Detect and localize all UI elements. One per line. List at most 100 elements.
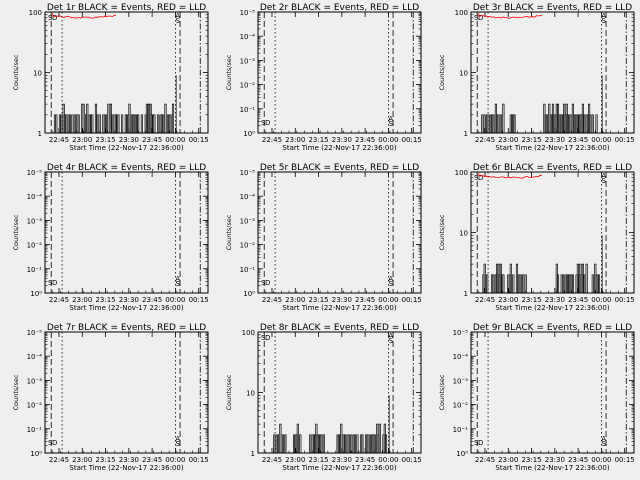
x-axis-label: Start Time (22-Nov-17 22:36:00) — [69, 464, 183, 472]
x-axis-label: Start Time (22-Nov-17 22:36:00) — [282, 304, 396, 312]
y-axis-label: Counts/sec — [12, 214, 20, 250]
panel-title: Det 9r BLACK = Events, RED = LLD — [473, 323, 632, 333]
x-tick-label: 23:15 — [521, 136, 541, 144]
x-tick-label: 00:15 — [402, 456, 422, 464]
x-axis-label: Start Time (22-Nov-17 22:36:00) — [495, 304, 609, 312]
attenuator-mark: A — [175, 435, 180, 443]
x-tick-label: 00:15 — [402, 296, 422, 304]
y-tick-label: 10⁻¹ — [27, 426, 43, 434]
x-tick-label: 22:45 — [475, 296, 495, 304]
saa-mark: S — [176, 440, 181, 448]
x-axis-label: Start Time (22-Nov-17 22:36:00) — [282, 144, 396, 152]
x-tick-label: 00:00 — [165, 456, 185, 464]
y-tick-label: 10⁻¹ — [240, 106, 256, 114]
y-tick-label: 10⁻¹ — [453, 426, 469, 434]
saa-mark: S — [389, 120, 394, 128]
x-tick-label: 00:00 — [591, 456, 611, 464]
x-tick-label: 23:15 — [521, 456, 541, 464]
panel-det-4: Det 4r BLACK = Events, RED = LLD 10⁰ 10⁻¹ 1… — [12, 163, 209, 312]
x-tick-label: 22:45 — [262, 456, 282, 464]
saa-mark: S — [389, 280, 394, 288]
saa-mark: S — [261, 119, 266, 127]
x-axis-label: Start Time (22-Nov-17 22:36:00) — [282, 464, 396, 472]
attenuator-mark: A — [175, 275, 180, 283]
saa-mark: S — [602, 177, 607, 185]
x-tick-label: 23:30 — [332, 296, 352, 304]
y-tick-label: 100 — [29, 9, 42, 17]
saa-mark: S — [261, 279, 266, 287]
x-tick-label: 22:45 — [475, 136, 495, 144]
lld-trace — [52, 12, 117, 19]
saa-mark: S — [389, 337, 394, 345]
x-tick-label: 23:30 — [119, 136, 139, 144]
y-tick-label: 1 — [38, 130, 42, 138]
x-tick-label: 23:15 — [308, 136, 328, 144]
x-tick-label: 23:00 — [285, 456, 305, 464]
lld-trace — [478, 172, 543, 179]
plot-frame — [470, 331, 635, 454]
attenuator-mark: A — [601, 435, 606, 443]
panel-det-7: Det 7r BLACK = Events, RED = LLD 10⁰ 10⁻¹ 1… — [12, 323, 209, 472]
y-axis-label: Counts/sec — [438, 374, 446, 410]
y-tick-label: 10⁻³ — [240, 217, 256, 225]
events-trace — [53, 75, 177, 134]
panel-title: Det 3r BLACK = Events, RED = LLD — [473, 3, 632, 13]
x-tick-label: 23:45 — [142, 136, 162, 144]
y-tick-label: 10⁻⁵ — [240, 9, 256, 17]
y-axis-label: Counts/sec — [225, 214, 233, 250]
y-tick-label: 10⁻⁴ — [453, 353, 469, 361]
x-tick-label: 22:45 — [49, 456, 69, 464]
y-tick-label: 10⁰ — [243, 130, 255, 138]
night-mark: D — [478, 174, 483, 182]
lld-trace — [478, 12, 543, 19]
attenuator-mark: A — [388, 275, 393, 283]
y-tick-label: 10⁻⁵ — [240, 169, 256, 177]
y-tick-label: 10⁻³ — [27, 377, 43, 385]
x-tick-label: 00:00 — [165, 136, 185, 144]
events-trace — [480, 75, 603, 134]
attenuator-mark: A — [175, 12, 180, 20]
panel-title: Det 5r BLACK = Events, RED = LLD — [260, 163, 419, 173]
saa-mark: S — [176, 17, 181, 25]
panel-title: Det 4r BLACK = Events, RED = LLD — [47, 163, 206, 173]
x-tick-label: 00:15 — [189, 296, 209, 304]
x-tick-label: 23:00 — [72, 296, 92, 304]
panel-det-1: Det 1r BLACK = Events, RED = LLD 1 10 100 22… — [12, 3, 209, 152]
x-tick-label: 00:00 — [378, 136, 398, 144]
x-tick-label: 23:15 — [95, 296, 115, 304]
saa-mark: S — [48, 279, 53, 287]
x-axis-label: Start Time (22-Nov-17 22:36:00) — [495, 144, 609, 152]
night-mark: D — [265, 279, 270, 287]
x-tick-label: 00:15 — [615, 456, 635, 464]
y-tick-label: 100 — [242, 329, 255, 337]
x-tick-label: 23:45 — [568, 296, 588, 304]
night-mark: D — [52, 279, 57, 287]
saa-mark: S — [474, 439, 479, 447]
x-tick-label: 23:00 — [285, 136, 305, 144]
y-tick-label: 100 — [455, 9, 468, 17]
x-tick-label: 00:00 — [591, 136, 611, 144]
plot-frame — [44, 171, 209, 294]
panel-title: Det 2r BLACK = Events, RED = LLD — [260, 3, 419, 13]
plot-frame — [257, 171, 422, 294]
y-tick-label: 10 — [459, 230, 468, 238]
y-axis-label: Counts/sec — [225, 374, 233, 410]
x-tick-label: 23:00 — [498, 296, 518, 304]
night-mark: D — [478, 14, 483, 22]
attenuator-mark: A — [388, 115, 393, 123]
x-tick-label: 00:00 — [165, 296, 185, 304]
x-tick-label: 23:15 — [308, 456, 328, 464]
x-tick-label: 23:30 — [332, 456, 352, 464]
y-tick-label: 10⁻¹ — [240, 266, 256, 274]
y-tick-label: 10⁻³ — [453, 377, 469, 385]
y-tick-label: 10⁻⁴ — [240, 33, 256, 41]
x-tick-label: 23:30 — [545, 296, 565, 304]
x-tick-label: 23:30 — [119, 456, 139, 464]
panel-det-5: Det 5r BLACK = Events, RED = LLD 10⁰ 10⁻¹ 1… — [225, 163, 422, 312]
y-tick-label: 100 — [455, 169, 468, 177]
y-tick-label: 10⁻² — [240, 242, 256, 250]
plot-frame — [44, 331, 209, 454]
x-tick-label: 23:45 — [142, 296, 162, 304]
x-tick-label: 22:45 — [49, 296, 69, 304]
